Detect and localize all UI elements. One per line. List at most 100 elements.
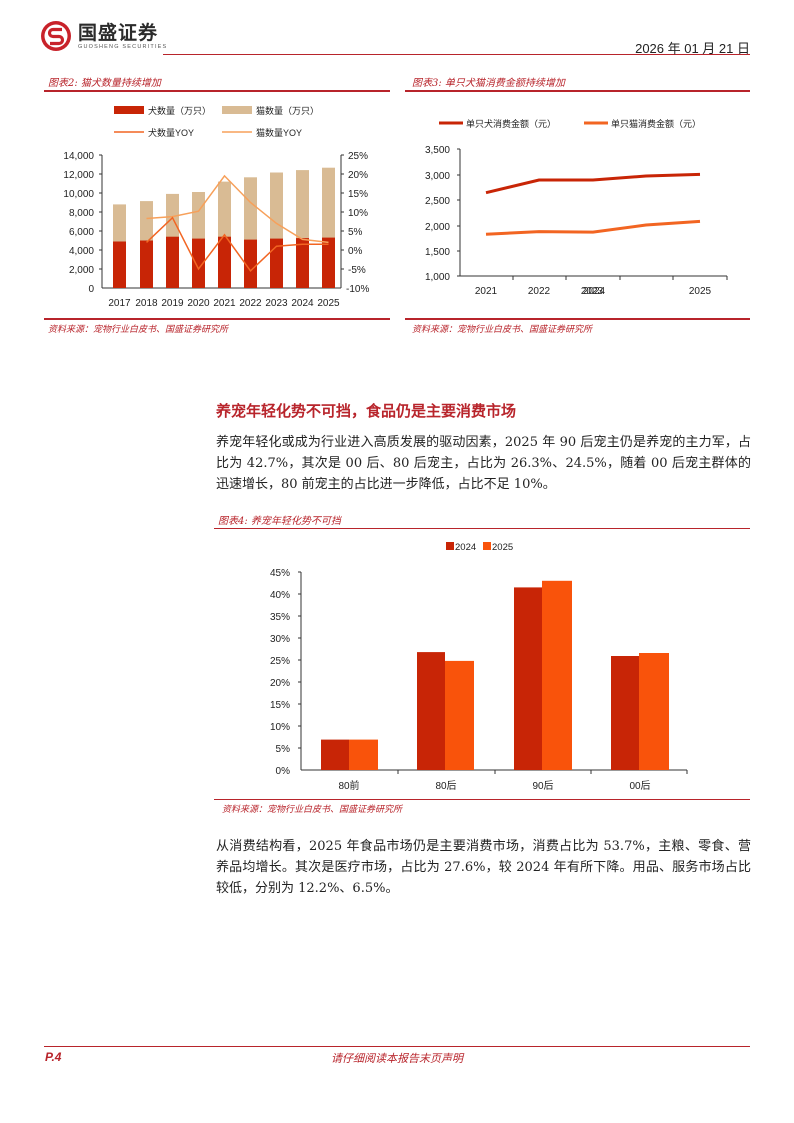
- figure2-legend: 犬数量（万只） 猫数量（万只） 犬数量YOY 猫数量YOY: [114, 105, 319, 138]
- svg-text:1,000: 1,000: [425, 272, 450, 283]
- svg-text:3,500: 3,500: [425, 145, 450, 156]
- figure3-source: 资料来源：宠物行业白皮书、国盛证券研究所: [412, 325, 593, 335]
- header-divider: [163, 54, 750, 55]
- figure3-bottom-rule: [405, 318, 750, 320]
- figure3-dog-line: [485, 172, 701, 195]
- figure3-legend: 单只犬消费金额（元） 单只猫消费金额（元）: [439, 118, 701, 129]
- figure4-legend: 2024 2025: [446, 542, 513, 553]
- svg-text:2023: 2023: [581, 286, 604, 297]
- svg-text:2,500: 2,500: [425, 196, 450, 207]
- svg-text:2017: 2017: [108, 298, 131, 309]
- disclaimer-note: 请仔细阅读本报告末页声明: [331, 1052, 463, 1065]
- legend-cat-count: 猫数量（万只）: [256, 105, 319, 116]
- figure2-bars: [113, 167, 335, 288]
- legend-dog-yoy: 犬数量YOY: [148, 127, 194, 138]
- legend-2025: 2025: [492, 542, 513, 553]
- figure4-x-axis: 80前 80后 90后 00后: [338, 779, 650, 792]
- figure2-source: 资料来源：宠物行业白皮书、国盛证券研究所: [48, 325, 229, 335]
- svg-text:2025: 2025: [317, 298, 340, 309]
- svg-text:20%: 20%: [270, 678, 290, 689]
- svg-text:5%: 5%: [276, 744, 291, 755]
- svg-text:15%: 15%: [270, 700, 290, 711]
- guosheng-logo-icon: [41, 21, 71, 51]
- brand-logo: 国盛证券 GUOSHENG SECURITIES: [40, 20, 167, 52]
- svg-text:2023: 2023: [265, 298, 288, 309]
- svg-text:2021: 2021: [475, 286, 498, 297]
- svg-text:2022: 2022: [239, 298, 262, 309]
- svg-text:2021: 2021: [213, 298, 236, 309]
- figure2-x-axis: 2017 2018 2019 2020 2021 2022 2023 2024 …: [108, 298, 340, 309]
- svg-text:25%: 25%: [270, 656, 290, 667]
- svg-text:2,000: 2,000: [69, 265, 94, 276]
- legend-cat-yoy: 猫数量YOY: [256, 127, 302, 138]
- svg-text:8,000: 8,000: [69, 208, 94, 219]
- brand-name-cn: 国盛证券: [78, 22, 159, 44]
- svg-text:2022: 2022: [528, 286, 551, 297]
- svg-text:2024: 2024: [583, 286, 606, 297]
- figure2-left-axis: 14,000 12,000 10,000 8,000 6,000 4,000 2…: [63, 151, 94, 295]
- svg-text:1,500: 1,500: [425, 247, 450, 258]
- legend-dog-count: 犬数量（万只）: [148, 105, 211, 116]
- svg-text:80前: 80前: [338, 779, 359, 792]
- footer-divider: [44, 1046, 750, 1047]
- legend-swatch-cat-count: [222, 106, 252, 114]
- svg-text:2019: 2019: [161, 298, 184, 309]
- figure4-chart: 2024 2025 45% 40% 35% 30% 25% 20% 15% 10…: [270, 542, 688, 792]
- paragraph-consumption-structure: 从消费结构看，2025 年食品市场仍是主要消费市场，消费占比为 53.7%，主粮…: [216, 839, 751, 896]
- figure4-bars-2024: [321, 587, 639, 770]
- figure2-right-axis: 25% 20% 15% 10% 5% 0% -5% -10%: [346, 151, 369, 295]
- figure4-top-rule: [214, 528, 750, 529]
- svg-text:-10%: -10%: [346, 284, 369, 295]
- figure4-bottom-rule: [214, 799, 750, 800]
- figure4-source: 资料来源：宠物行业白皮书、国盛证券研究所: [222, 805, 403, 815]
- svg-text:12,000: 12,000: [63, 170, 94, 181]
- figure3-x-axis: 2021 2022 2023 2024 2025: [475, 286, 712, 297]
- svg-text:40%: 40%: [270, 590, 290, 601]
- svg-text:10%: 10%: [270, 722, 290, 733]
- svg-text:6,000: 6,000: [69, 227, 94, 238]
- legend-swatch-dog-count: [114, 106, 144, 114]
- svg-text:15%: 15%: [348, 189, 368, 200]
- figure2-bottom-rule: [44, 318, 390, 320]
- svg-text:45%: 45%: [270, 568, 290, 579]
- figure2-title: 图表2: 猫犬数量持续增加: [48, 78, 161, 89]
- figure3-top-rule: [405, 90, 750, 92]
- figure3-chart: 单只犬消费金额（元） 单只猫消费金额（元） 3,500 3,000 2,500 …: [425, 118, 728, 297]
- svg-text:20%: 20%: [348, 170, 368, 181]
- figure4-bars-2025: [349, 580, 669, 770]
- svg-text:0%: 0%: [348, 246, 363, 257]
- svg-text:-5%: -5%: [348, 265, 366, 276]
- figure3-y-axis: 3,500 3,000 2,500 2,000 1,500 1,000: [425, 145, 450, 283]
- svg-text:2025: 2025: [689, 286, 712, 297]
- figure3-cat-line: [485, 219, 701, 236]
- svg-text:4,000: 4,000: [69, 246, 94, 257]
- legend-dog-spend: 单只犬消费金额（元）: [466, 118, 556, 129]
- svg-text:35%: 35%: [270, 612, 290, 623]
- legend-2024: 2024: [455, 542, 476, 553]
- figure2-cat-yoy-line: [146, 174, 329, 244]
- svg-text:10,000: 10,000: [63, 189, 94, 200]
- paragraph-age-structure: 养宠年轻化或成为行业进入高质发展的驱动因素，2025 年 90 后宠主仍是养宠的…: [216, 435, 751, 492]
- figure4-y-axis: 45% 40% 35% 30% 25% 20% 15% 10% 5% 0%: [270, 568, 290, 777]
- figure3-title: 图表3: 单只犬猫消费金额持续增加: [412, 78, 565, 89]
- svg-text:00后: 00后: [629, 780, 650, 792]
- svg-text:2020: 2020: [187, 298, 210, 309]
- svg-text:10%: 10%: [348, 208, 368, 219]
- figure2-dog-yoy-line: [145, 216, 329, 273]
- brand-name-en: GUOSHENG SECURITIES: [78, 44, 168, 50]
- svg-text:5%: 5%: [348, 227, 363, 238]
- svg-text:90后: 90后: [532, 780, 553, 792]
- svg-text:0: 0: [88, 284, 94, 295]
- svg-text:2,000: 2,000: [425, 222, 450, 233]
- svg-text:2024: 2024: [291, 298, 314, 309]
- svg-text:14,000: 14,000: [63, 151, 94, 162]
- figure2-chart: 犬数量（万只） 猫数量（万只） 犬数量YOY 猫数量YOY 14,000 12,…: [63, 105, 369, 309]
- svg-text:80后: 80后: [435, 780, 456, 792]
- svg-text:30%: 30%: [270, 634, 290, 645]
- svg-text:0%: 0%: [276, 766, 291, 777]
- section-title: 养宠年轻化势不可挡，食品仍是主要消费市场: [216, 402, 517, 420]
- svg-text:25%: 25%: [348, 151, 368, 162]
- figure4-title: 图表4: 养宠年轻化势不可挡: [218, 516, 341, 527]
- svg-text:2018: 2018: [135, 298, 158, 309]
- figure2-top-rule: [44, 90, 390, 92]
